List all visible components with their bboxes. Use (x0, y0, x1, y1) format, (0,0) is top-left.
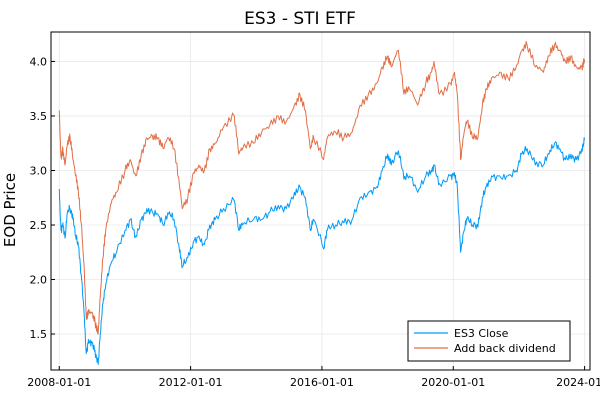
grid (51, 32, 590, 370)
x-tick-label: 2012-01-01 (159, 376, 223, 389)
tick-labels: 2008-01-01 2012-01-01 2016-01-01 2020-01-01… (27, 55, 600, 389)
axes (50, 31, 591, 371)
x-tick-label: 2008-01-01 (27, 376, 91, 389)
series-layer (58, 41, 586, 365)
legend: ES3 Close Add back dividend (407, 320, 571, 362)
x-tick-label: 2016-01-01 (290, 376, 354, 389)
x-tick-label: 2020-01-01 (421, 376, 485, 389)
chart-title: ES3 - STI ETF (244, 9, 356, 29)
plot-frame (50, 31, 591, 371)
legend-label: Add back dividend (454, 342, 556, 355)
legend-label: ES3 Close (454, 327, 509, 340)
y-tick-label: 2.0 (30, 274, 48, 287)
legend-box (407, 320, 571, 362)
series-line-2 (58, 41, 586, 335)
series-line-1 (58, 137, 586, 365)
y-tick-label: 3.0 (30, 164, 48, 177)
y-tick-label: 2.5 (30, 219, 48, 232)
y-tick-label: 4.0 (30, 55, 48, 68)
y-tick-label: 1.5 (30, 328, 48, 341)
y-axis-label: EOD Price (1, 173, 19, 247)
x-tick-label: 2024-01-0 (556, 376, 600, 389)
y-tick-label: 3.5 (30, 110, 48, 123)
